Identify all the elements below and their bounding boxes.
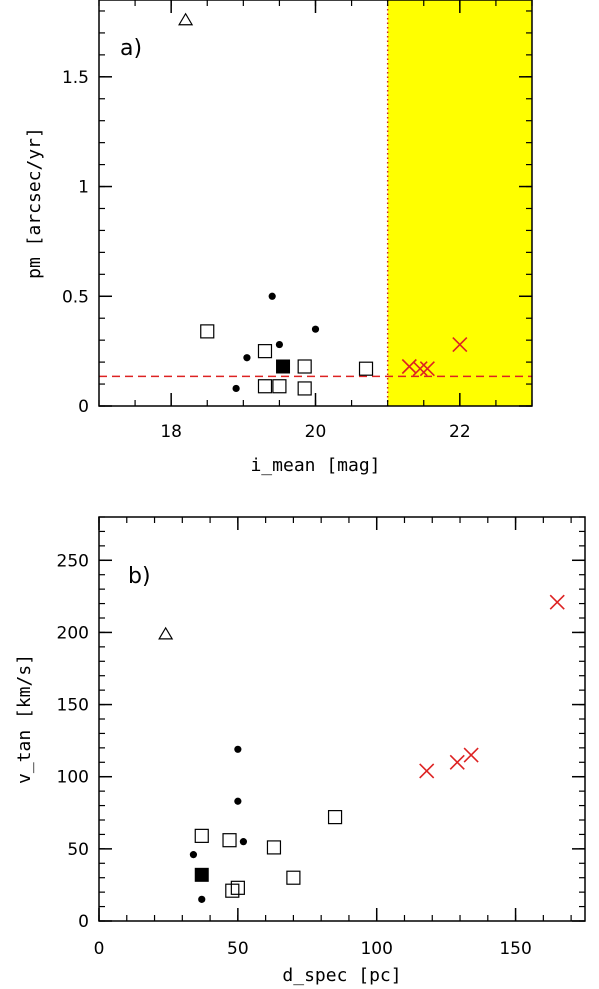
y-tick-label: 250 — [57, 551, 89, 571]
y-tick-label: 1 — [78, 178, 89, 198]
data-point-open-square — [222, 833, 237, 848]
data-point-open-triangle — [158, 626, 174, 640]
x-tick-label: 0 — [94, 939, 105, 959]
y-tick-label: 100 — [57, 768, 89, 788]
data-point-filled-square — [276, 359, 291, 374]
shaded-region — [387, 0, 532, 406]
x-axis-label: i_mean [mag] — [250, 455, 380, 476]
data-point-filled-square — [194, 867, 209, 882]
data-point-cross — [419, 361, 435, 377]
data-point-cross — [463, 747, 479, 763]
y-tick-label: 50 — [67, 840, 89, 860]
data-point-filled-circle — [234, 745, 242, 753]
data-point-open-square — [266, 840, 282, 855]
data-point-filled-circle — [243, 354, 251, 362]
data-point-filled-circle — [234, 797, 242, 805]
data-point-filled-circle — [268, 292, 276, 300]
data-point-open-square — [194, 828, 209, 843]
data-point-open-square — [257, 344, 273, 359]
data-point-open-triangle — [178, 12, 194, 26]
y-axis-label: v_tan [km/s] — [14, 654, 35, 784]
y-tick-label: 0.5 — [62, 287, 89, 307]
x-tick-label: 22 — [449, 422, 471, 442]
data-point-filled-circle — [275, 340, 284, 349]
data-point-open-square — [297, 359, 312, 374]
data-point-open-square — [358, 361, 374, 376]
y-tick-label: 1.5 — [62, 68, 89, 88]
data-point-open-square — [327, 810, 343, 825]
x-tick-label: 18 — [160, 422, 182, 442]
x-tick-label: 50 — [227, 939, 249, 959]
x-axis-label: d_spec [pc] — [282, 965, 401, 986]
panel-label: a) — [120, 36, 142, 61]
data-point-open-square — [225, 883, 240, 898]
data-point-open-square — [257, 379, 273, 394]
data-point-filled-circle — [189, 851, 198, 859]
data-point-open-square — [200, 324, 215, 339]
y-axis-label: pm [arcsec/yr] — [24, 127, 45, 279]
data-point-open-square — [230, 880, 245, 895]
panel-label: b) — [128, 564, 151, 589]
data-point-open-square — [272, 379, 287, 394]
panel-a: 18 20 22 0 0.5 1 1.5 i_mean [mag] pm [arcsec/yr]… — [24, 0, 533, 476]
y-tick-label: 0 — [78, 397, 89, 417]
data-point-open-square — [286, 870, 301, 885]
panel-b: 0 50 100 150 0 50 100 150 200 250 d_spec [pc] v_tan… — [14, 516, 586, 986]
x-tick-label: 150 — [499, 939, 531, 959]
data-point-filled-circle — [239, 838, 248, 846]
y-tick-label: 200 — [57, 623, 89, 643]
y-tick-label: 150 — [57, 696, 89, 716]
plot-frame — [98, 516, 586, 922]
x-tick-label: 100 — [360, 939, 392, 959]
data-point-cross — [452, 336, 468, 353]
data-point-cross — [412, 361, 428, 377]
data-point-cross — [549, 594, 565, 610]
data-point-cross — [419, 763, 435, 779]
data-point-filled-circle — [311, 325, 320, 333]
data-point-open-square — [297, 381, 312, 396]
data-point-filled-circle — [232, 384, 240, 393]
x-tick-label: 20 — [305, 422, 327, 442]
data-point-filled-circle — [198, 895, 206, 903]
data-point-cross — [449, 754, 465, 770]
y-tick-label: 0 — [78, 912, 89, 932]
